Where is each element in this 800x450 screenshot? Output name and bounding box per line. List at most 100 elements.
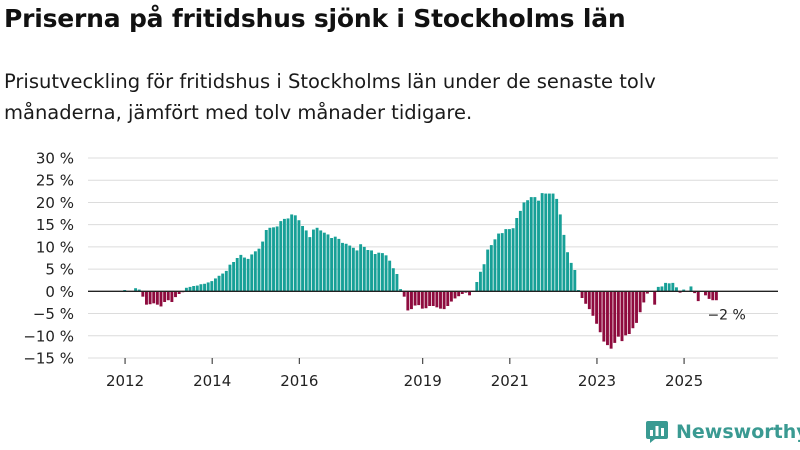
bar [547,193,551,292]
bar [587,291,591,310]
bar [326,234,330,292]
bar [362,246,366,292]
bar [351,247,355,292]
bar [449,291,453,302]
bar [250,254,254,292]
bar [235,258,239,292]
bar [573,270,577,292]
bar [620,291,624,342]
bar [439,291,442,309]
bar [348,245,352,292]
bar [460,291,464,294]
bar [333,236,337,292]
bar [344,243,348,292]
bar [199,284,203,292]
bar [141,291,145,297]
bar [312,229,315,292]
bar [134,288,138,292]
bar [595,291,599,324]
bar [624,291,628,336]
bar [420,291,424,309]
bar [664,282,668,292]
bar [159,291,163,307]
bar [232,262,236,292]
bar [290,214,294,292]
bar [591,291,595,316]
bar [576,290,580,292]
bar [239,254,243,292]
bar [195,285,199,292]
bar [566,252,569,292]
y-tick-label: 30 % [36,150,74,168]
bar [555,198,559,292]
bar [301,226,305,292]
bar [689,286,693,292]
bar [206,282,210,292]
bar [155,291,159,305]
bar [192,286,196,292]
bar [504,229,508,292]
bar [322,232,326,292]
x-tick-label: 2023 [578,372,616,390]
bar [188,286,192,292]
y-tick-label: −5 % [33,305,74,323]
x-tick-label: 2019 [404,372,442,390]
y-tick-label: 25 % [36,172,74,190]
bar [384,255,388,292]
bar [544,193,548,292]
bar [682,289,686,292]
x-tick-label: 2021 [491,372,529,390]
bar [137,289,141,292]
bar [253,251,257,292]
bar [370,250,373,292]
bar [399,289,403,292]
newsworthy-logo-icon [646,421,668,443]
bar [707,291,711,299]
newsworthy-logo: Newsworthy [645,420,800,444]
bar [675,287,678,292]
bar [417,291,421,306]
bar [569,262,573,292]
bar [580,291,584,298]
bar [257,248,261,292]
bar [406,291,410,311]
bar [203,283,206,292]
bar [696,291,700,302]
bar [656,286,660,292]
bar [500,233,504,292]
bar [540,193,544,292]
bar [529,197,533,292]
bar [537,200,540,292]
bar [526,200,530,292]
bar [667,283,671,292]
bar [515,218,519,292]
bar [551,193,555,292]
bar [424,291,428,309]
bar [377,252,381,292]
bar [391,268,395,292]
bar [272,227,275,292]
bar [653,291,657,305]
bar [286,218,290,292]
bar [645,291,649,294]
bar [431,291,435,306]
bar [177,291,181,294]
x-tick-label: 2016 [280,372,318,390]
bar [355,250,359,292]
bar [315,227,319,292]
bar [428,291,432,306]
bar [464,291,468,293]
chart-title: Priserna på fritidshus sjönk i Stockholm… [4,4,626,33]
bar [482,264,486,292]
bar [264,230,268,292]
bar [123,290,127,292]
brand-name: Newsworthy [676,421,800,443]
bar [293,215,297,292]
bar [642,291,646,303]
bar [282,218,286,292]
bar [170,291,174,302]
bar [711,291,715,301]
bar [304,230,308,292]
bar [533,197,537,292]
bar [366,250,370,292]
